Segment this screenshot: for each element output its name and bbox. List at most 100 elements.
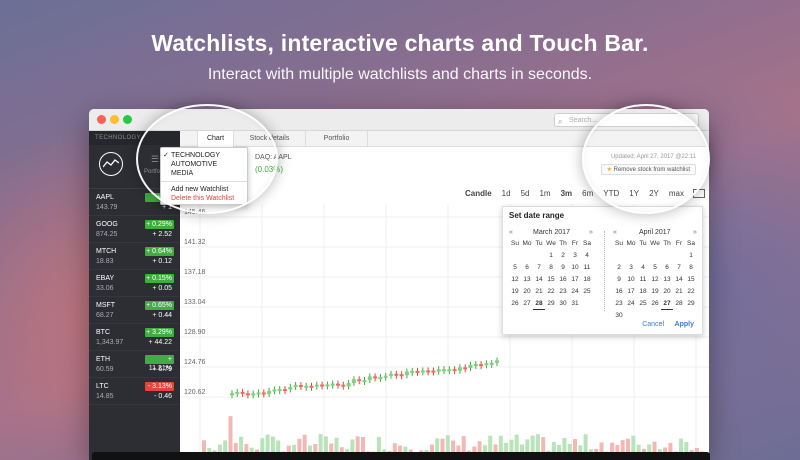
- calendar-day[interactable]: 11: [583, 264, 591, 271]
- cancel-button[interactable]: Cancel: [642, 321, 664, 328]
- calendar-day[interactable]: 31: [571, 300, 579, 307]
- calendar-day[interactable]: 21: [675, 288, 683, 295]
- calendar-day[interactable]: 29: [687, 300, 695, 307]
- range-button-1d[interactable]: 1d: [501, 189, 511, 198]
- calendar-day[interactable]: 16: [559, 276, 567, 283]
- dropdown-item-technology[interactable]: ✓ TECHNOLOGY: [161, 151, 247, 160]
- calendar-day[interactable]: 6: [665, 264, 669, 271]
- watchlist-row[interactable]: LTC 14.85 - 3.13% - 0.46: [89, 378, 180, 405]
- tab-stock-details[interactable]: Stock details: [234, 131, 306, 147]
- calendar-day[interactable]: 11: [639, 276, 647, 283]
- search-input[interactable]: ⌕ Search...: [554, 113, 699, 127]
- calendar-day[interactable]: 23: [615, 300, 623, 307]
- calendar-day[interactable]: 30: [559, 300, 567, 307]
- calendar-day[interactable]: 5: [513, 264, 517, 271]
- range-button-5d[interactable]: 5d: [520, 189, 530, 198]
- calendar-day[interactable]: 4: [585, 252, 589, 259]
- range-button-candle[interactable]: Candle: [464, 189, 492, 198]
- calendar-day[interactable]: 28: [675, 300, 683, 307]
- watchlist-row[interactable]: EBAY 33.06 + 0.15% + 0.05: [89, 270, 180, 297]
- prev-month-icon[interactable]: «: [613, 229, 617, 236]
- watchlist-selector[interactable]: TECHNOLOGY: [89, 131, 180, 145]
- zoom-window-button[interactable]: [123, 115, 132, 124]
- calendar-day[interactable]: 22: [687, 288, 695, 295]
- calendar-day[interactable]: 23: [559, 288, 567, 295]
- dropdown-item-automotive[interactable]: AUTOMOTIVE: [171, 161, 218, 168]
- calendar-day[interactable]: 1: [689, 252, 693, 259]
- calendar-day[interactable]: 3: [573, 252, 577, 259]
- add-watchlist-item[interactable]: Add new Watchlist: [171, 186, 229, 193]
- next-month-icon[interactable]: »: [589, 229, 593, 236]
- calendar-day[interactable]: 19: [651, 288, 659, 295]
- tab-portfolio[interactable]: Portfolio: [306, 131, 368, 147]
- calendar-day[interactable]: 1: [549, 252, 553, 259]
- calendar-day[interactable]: 12: [511, 276, 519, 283]
- calendar-day[interactable]: 15: [547, 276, 555, 283]
- calendar-day[interactable]: 8: [549, 264, 553, 271]
- calendar-day[interactable]: 15: [687, 276, 695, 283]
- watchlist-row[interactable]: MTCH 18.83 + 0.64% + 0.12: [89, 243, 180, 270]
- calendar-day[interactable]: 27: [661, 298, 673, 310]
- dropdown-item-media[interactable]: MEDIA: [171, 170, 194, 177]
- chart-icon[interactable]: [99, 152, 123, 176]
- calendar-day[interactable]: 26: [651, 300, 659, 307]
- calendar-day[interactable]: 26: [511, 300, 519, 307]
- calendar-day[interactable]: 18: [639, 288, 647, 295]
- calendar-day[interactable]: 13: [523, 276, 531, 283]
- calendar-day[interactable]: 14: [535, 276, 543, 283]
- prev-month-icon[interactable]: «: [509, 229, 513, 236]
- close-window-button[interactable]: [97, 115, 106, 124]
- calendar-day[interactable]: 9: [617, 276, 621, 283]
- calendar-day[interactable]: 17: [627, 288, 635, 295]
- range-button-1m[interactable]: 1m: [539, 189, 551, 198]
- calendar-day[interactable]: 17: [571, 276, 579, 283]
- calendar-day[interactable]: 2: [617, 264, 621, 271]
- minimize-window-button[interactable]: [110, 115, 119, 124]
- calendar-day[interactable]: 6: [525, 264, 529, 271]
- next-month-icon[interactable]: »: [693, 229, 697, 236]
- calendar-day[interactable]: 14: [675, 276, 683, 283]
- calendar-day[interactable]: 2: [561, 252, 565, 259]
- calendar-day[interactable]: 9: [561, 264, 565, 271]
- calendar-day[interactable]: 20: [663, 288, 671, 295]
- range-button-ytd[interactable]: YTD: [603, 189, 620, 198]
- calendar-day[interactable]: 7: [537, 264, 541, 271]
- calendar-day[interactable]: 21: [535, 288, 543, 295]
- calendar-day[interactable]: 16: [615, 288, 623, 295]
- tab-chart[interactable]: Chart: [198, 131, 234, 147]
- calendar-day[interactable]: 18: [583, 276, 591, 283]
- calendar-day[interactable]: 22: [547, 288, 555, 295]
- calendar-day[interactable]: 29: [547, 300, 555, 307]
- calendar-day[interactable]: 13: [663, 276, 671, 283]
- range-button-3m[interactable]: 3m: [560, 189, 573, 198]
- calendar-day[interactable]: 20: [523, 288, 531, 295]
- watchlist-row[interactable]: MSFT 68.27 + 0.65% + 0.44: [89, 297, 180, 324]
- calendar-day[interactable]: 24: [571, 288, 579, 295]
- calendar-day[interactable]: 30: [615, 312, 623, 319]
- calendar-day[interactable]: 7: [677, 264, 681, 271]
- calendar-day[interactable]: 10: [571, 264, 579, 271]
- delete-watchlist-item[interactable]: Delete this Watchlist: [171, 195, 235, 202]
- range-button-1y[interactable]: 1Y: [629, 189, 640, 198]
- calendar-day[interactable]: 25: [583, 288, 591, 295]
- watchlist-row[interactable]: ETH 60.59 + 11.21% + 6.79: [89, 351, 180, 378]
- calendar-day[interactable]: 8: [689, 264, 693, 271]
- calendar-day[interactable]: 19: [511, 288, 519, 295]
- calendar-day[interactable]: 25: [639, 300, 647, 307]
- calendar-day[interactable]: 27: [523, 300, 531, 307]
- list-icon[interactable]: ☰: [151, 154, 160, 164]
- range-button-6m[interactable]: 6m: [582, 189, 594, 198]
- range-button-max[interactable]: max: [668, 189, 684, 198]
- calendar-day[interactable]: 3: [629, 264, 633, 271]
- calendar-day[interactable]: 12: [651, 276, 659, 283]
- calendar-day[interactable]: 28: [533, 298, 545, 310]
- calendar-day[interactable]: 24: [627, 300, 635, 307]
- watchlist-row[interactable]: BTC 1,343.97 + 3.29% + 44.22: [89, 324, 180, 351]
- watchlist-row[interactable]: GOOG 874.25 + 0.29% + 2.52: [89, 216, 180, 243]
- calendar-day[interactable]: 5: [653, 264, 657, 271]
- remove-stock-button[interactable]: ★ Remove stock from watchlist: [600, 164, 696, 175]
- apply-button[interactable]: Apply: [674, 321, 694, 328]
- range-button-2y[interactable]: 2Y: [649, 189, 659, 198]
- calendar-icon[interactable]: [693, 189, 705, 198]
- calendar-day[interactable]: 10: [627, 276, 635, 283]
